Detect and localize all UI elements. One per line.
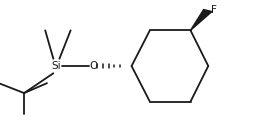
Text: F: F xyxy=(211,5,217,15)
Polygon shape xyxy=(190,10,212,30)
Text: Si: Si xyxy=(52,61,61,71)
Text: O: O xyxy=(89,61,98,71)
